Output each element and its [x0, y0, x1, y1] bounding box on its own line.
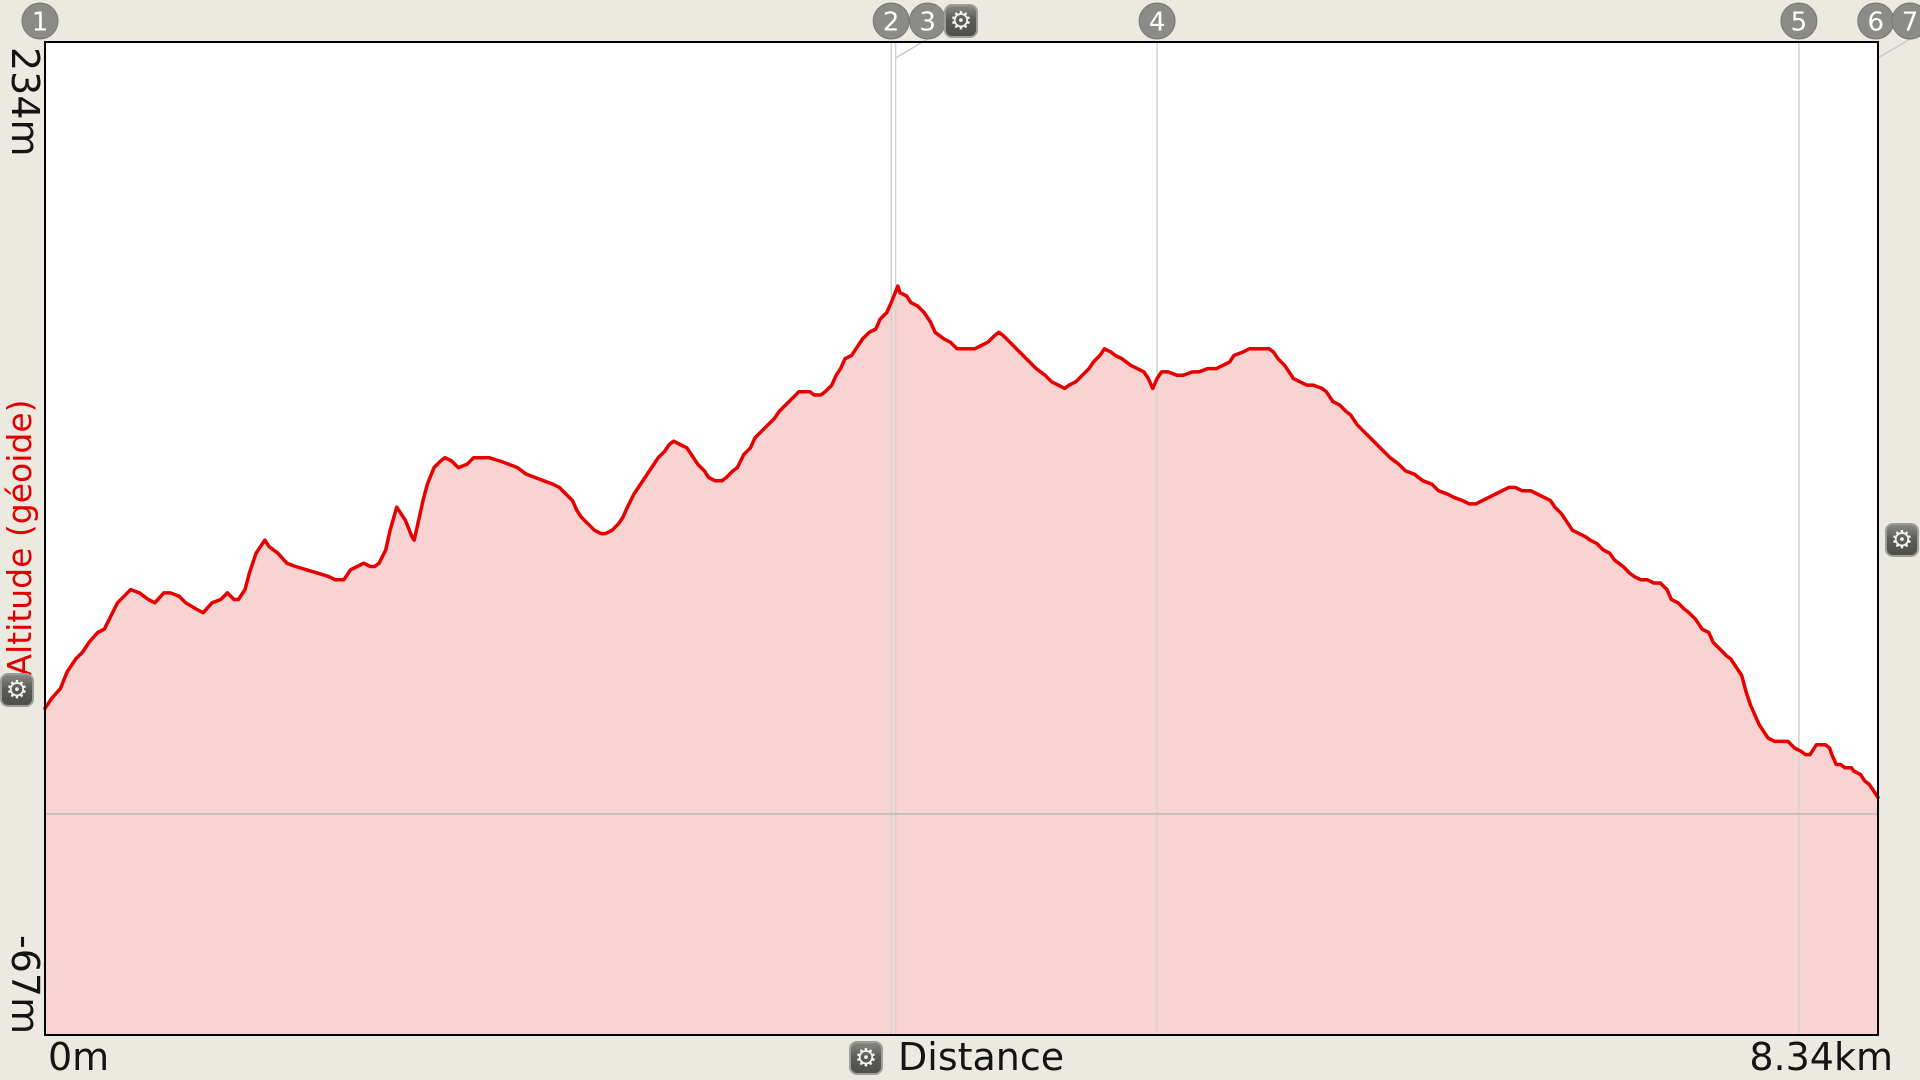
x-axis-title: Distance	[898, 1035, 1065, 1079]
y-axis-max-label: 234m	[2, 47, 47, 157]
waypoint-marker-label-2: 2	[883, 7, 900, 37]
y-axis-title: Altitude (géoide)	[0, 399, 39, 677]
right-axis-settings-button[interactable]: ⚙	[1885, 523, 1919, 557]
timeline-settings-button[interactable]: ⚙	[944, 4, 978, 38]
y-axis-settings-button[interactable]: ⚙	[0, 673, 34, 707]
x-axis-min-label: 0m	[48, 1035, 110, 1079]
plot-border	[44, 41, 1879, 1036]
elevation-area-fill	[45, 286, 1878, 1036]
waypoint-marker-7[interactable]	[1891, 2, 1920, 40]
waypoint-marker-label-5: 5	[1791, 7, 1808, 37]
waypoint-marker-4[interactable]	[1138, 2, 1176, 40]
gear-icon: ⚙	[5, 674, 29, 704]
elevation-line	[43, 284, 1880, 800]
waypoint-marker-label-1: 1	[32, 7, 49, 37]
waypoint-marker-label-4: 4	[1149, 7, 1166, 37]
waypoint-marker-label-7: 7	[1902, 7, 1919, 37]
x-axis-max-label: 8.34km	[1749, 1035, 1893, 1079]
waypoint-marker-label-3: 3	[919, 7, 936, 37]
gear-icon: ⚙	[854, 1042, 878, 1072]
waypoint-marker-1[interactable]	[21, 2, 59, 40]
marker-leader-line	[1877, 38, 1911, 59]
waypoint-marker-label-6: 6	[1868, 7, 1885, 37]
x-axis-settings-button[interactable]: ⚙	[849, 1041, 883, 1075]
gear-icon: ⚙	[949, 5, 973, 35]
waypoint-marker-5[interactable]	[1780, 2, 1818, 40]
y-axis-min-label: -67m	[2, 934, 47, 1034]
gear-icon: ⚙	[1890, 524, 1914, 554]
